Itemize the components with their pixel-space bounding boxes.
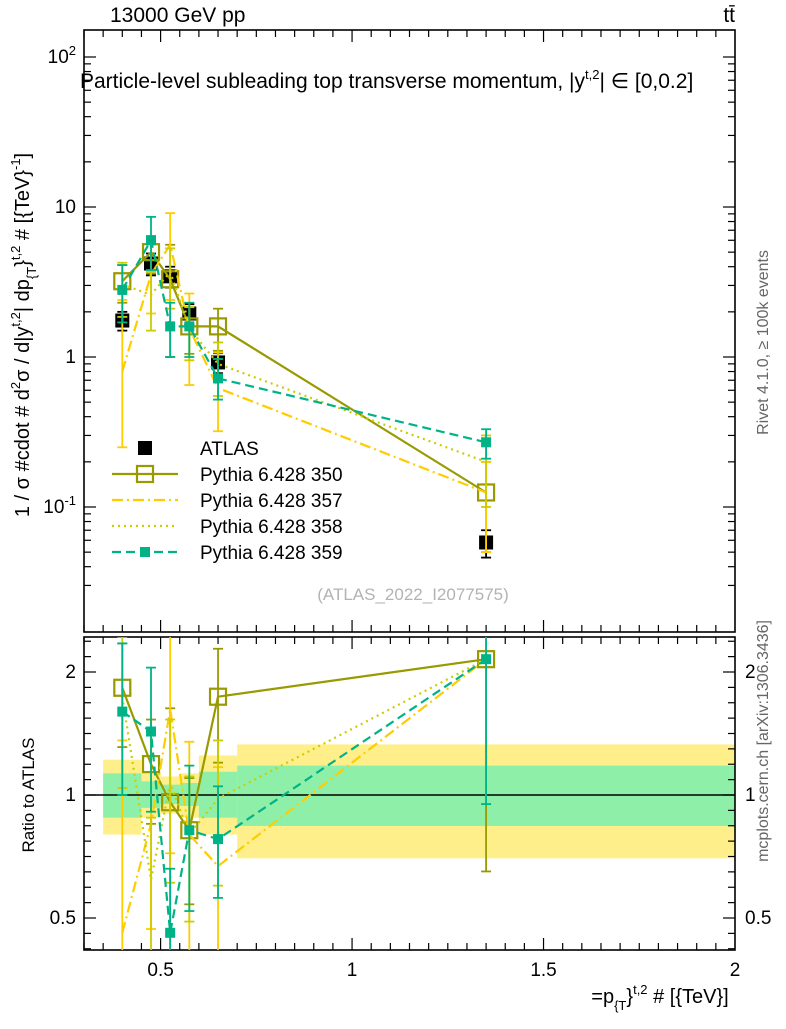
x-tick-label: 1	[347, 960, 358, 981]
data-marker	[184, 825, 195, 836]
rivet-credit: Rivet 4.1.0, ≥ 100k events	[755, 250, 772, 435]
main-y-tick-label: 102	[48, 43, 76, 68]
ratio-y-tick-label-right: 2	[745, 662, 756, 683]
ratio-y-axis-label: Ratio to ATLAS	[19, 738, 38, 853]
legend-label: Pythia 6.428 357	[200, 491, 343, 512]
data-marker	[213, 373, 224, 384]
data-marker	[117, 284, 128, 295]
main-y-axis-label: 1 / σ #cdot # d2σ / d|yt,2| dp{T}t,2 # […	[8, 153, 39, 517]
data-marker	[146, 235, 157, 246]
legend: ATLAS Pythia 6.428 350 Pythia 6.428 357 Pyt…	[112, 439, 343, 564]
ratio-y-tick-label-left: 1	[65, 785, 76, 806]
x-axis-label: =p{T}t,2 # [{TeV}]	[591, 982, 728, 1013]
series-line	[121, 269, 487, 463]
series-line	[121, 242, 487, 494]
ratio-y-tick-label-left: 0.5	[50, 908, 76, 929]
ratio-data-series	[113, 637, 496, 950]
series-line	[121, 658, 487, 833]
data-marker	[208, 317, 228, 336]
ratio-y-tick-label-left: 2	[65, 662, 76, 683]
series-pythia-6-428-359	[117, 637, 492, 950]
ratio-uncertainty-bands	[103, 744, 735, 859]
ratio-y-tick-label-right: 0.5	[745, 908, 771, 929]
data-marker	[165, 321, 176, 332]
data-marker	[165, 927, 176, 938]
series-pythia-6-428-359	[117, 215, 492, 460]
analysis-watermark: (ATLAS_2022_I2077575)	[317, 585, 509, 604]
data-marker	[117, 706, 128, 717]
legend-marker	[135, 464, 155, 484]
data-marker	[208, 687, 228, 706]
main-data-series	[113, 212, 496, 559]
legend-marker	[140, 547, 150, 557]
legend-label: ATLAS	[200, 439, 259, 460]
data-marker	[146, 726, 157, 737]
legend-marker-atlas	[138, 441, 152, 455]
series-line	[121, 237, 487, 444]
ratio-y-tick-label-right: 1	[745, 785, 756, 806]
main-y-tick-label: 10	[55, 197, 76, 218]
main-y-tick-label: 10-1	[43, 493, 76, 518]
axis-ticks	[83, 30, 735, 950]
process-label: tt̄	[723, 4, 735, 27]
data-marker	[184, 321, 195, 332]
x-tick-label: 2	[730, 960, 741, 981]
main-y-tick-label: 1	[65, 347, 76, 368]
series-line	[121, 250, 487, 494]
x-tick-label: 1.5	[530, 960, 556, 981]
data-marker	[481, 654, 492, 665]
series-line	[121, 658, 487, 934]
plot-title: Particle-level subleading top transverse…	[80, 67, 693, 93]
legend-label: Pythia 6.428 358	[200, 517, 343, 538]
beam-energy-label: 13000 GeV pp	[110, 4, 245, 27]
data-marker	[213, 834, 224, 845]
data-marker	[481, 437, 492, 448]
x-tick-label: 0.5	[147, 960, 173, 981]
legend-label: Pythia 6.428 350	[200, 465, 343, 486]
tick-labels: 102 10 1 10-1 2 2 1 1 0.5 0.5 0.5 1 1.5 2	[43, 43, 771, 981]
mcplots-credit: mcplots.cern.ch [arXiv:1306.3436]	[755, 620, 772, 862]
legend-label: Pythia 6.428 359	[200, 543, 343, 564]
